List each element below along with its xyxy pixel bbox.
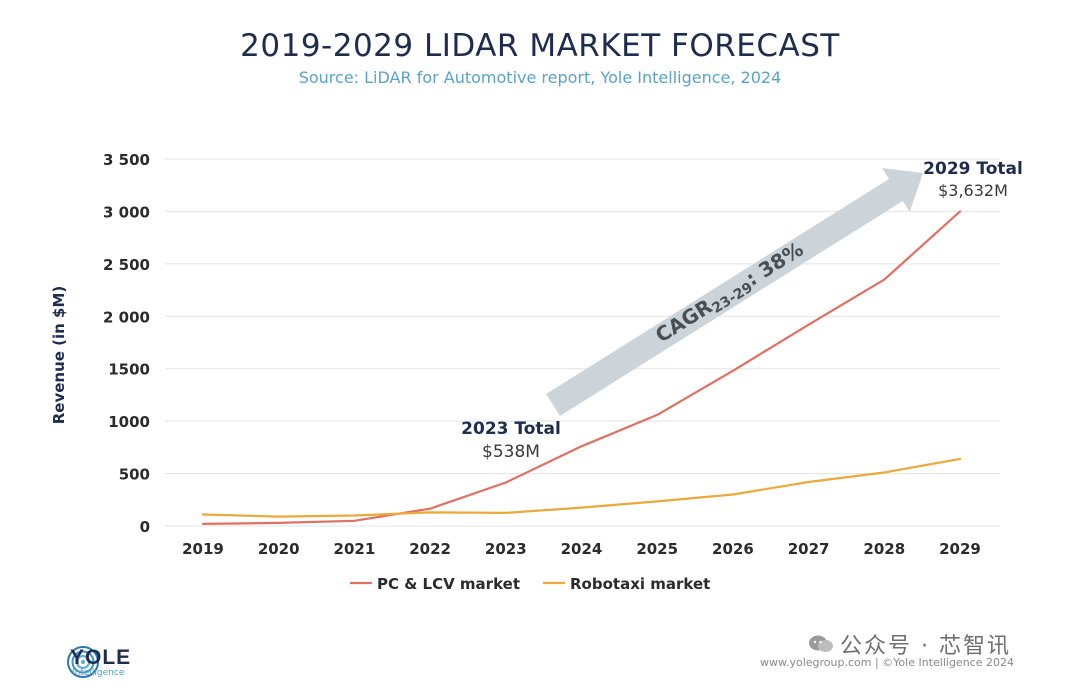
logo-text: YOLE bbox=[70, 646, 132, 669]
annotation-2023-value: $538M bbox=[482, 442, 540, 462]
annotation-2029-value: $3,632M bbox=[938, 181, 1008, 200]
y-tick-label: 1500 bbox=[108, 361, 150, 379]
chart-subtitle: Source: LiDAR for Automotive report, Yol… bbox=[298, 68, 782, 87]
y-tick-label: 1000 bbox=[108, 413, 150, 431]
y-tick-label: 3 500 bbox=[103, 151, 150, 169]
y-axis-label: Revenue (in $M) bbox=[50, 286, 68, 425]
x-tick-label: 2028 bbox=[863, 540, 905, 558]
x-tick-label: 2024 bbox=[561, 540, 603, 558]
footer-credit: www.yolegroup.com | ©Yole Intelligence 2… bbox=[760, 656, 1014, 669]
annotation-2029-label: 2029 Total bbox=[923, 159, 1023, 179]
watermark: 公众号 · 芯智讯 bbox=[808, 628, 1011, 660]
legend-label: Robotaxi market bbox=[570, 575, 710, 593]
x-tick-label: 2025 bbox=[636, 540, 678, 558]
yole-logo-icon bbox=[67, 646, 99, 678]
x-tick-label: 2020 bbox=[258, 540, 300, 558]
watermark-text: 公众号 · 芯智讯 bbox=[840, 634, 1011, 659]
logo-subtext: Intelligence bbox=[72, 668, 125, 678]
series-line-pc-lcv bbox=[201, 210, 962, 526]
cagr-label: CAGR23-29: 38% bbox=[651, 237, 809, 350]
legend-label: PC & LCV market bbox=[377, 575, 520, 593]
y-tick-label: 2 500 bbox=[103, 256, 150, 274]
y-tick-label: 0 bbox=[140, 518, 150, 536]
x-tick-label: 2019 bbox=[182, 540, 224, 558]
cagr-arrow bbox=[546, 168, 923, 416]
x-tick-label: 2021 bbox=[334, 540, 376, 558]
annotation-2023-label: 2023 Total bbox=[461, 419, 561, 439]
series-line-robotaxi bbox=[201, 457, 962, 518]
y-tick-label: 3 000 bbox=[103, 203, 150, 221]
chart-title: 2019-2029 LIDAR MARKET FORECAST bbox=[240, 28, 840, 64]
y-tick-label: 500 bbox=[119, 466, 150, 484]
x-tick-label: 2027 bbox=[788, 540, 830, 558]
x-tick-label: 2023 bbox=[485, 540, 527, 558]
wechat-icon bbox=[809, 635, 833, 652]
x-tick-label: 2026 bbox=[712, 540, 754, 558]
y-tick-label: 2 000 bbox=[103, 308, 150, 326]
x-tick-label: 2029 bbox=[939, 540, 981, 558]
x-tick-label: 2022 bbox=[409, 540, 451, 558]
